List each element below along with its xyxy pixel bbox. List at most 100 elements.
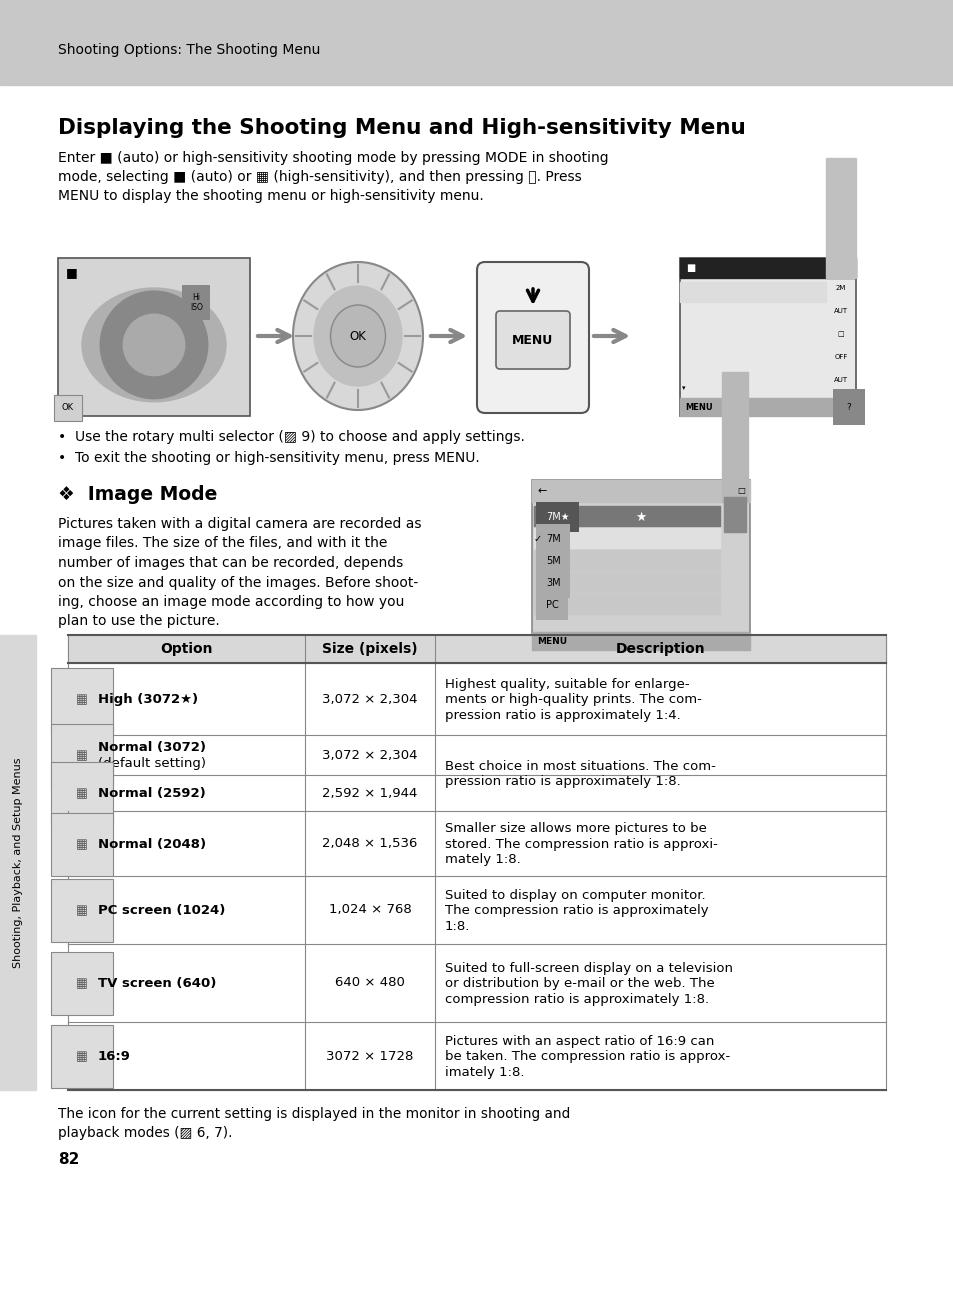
Bar [532, 632, 749, 650]
Text: 1:8.: 1:8. [444, 920, 470, 933]
Bar [534, 506, 720, 526]
Text: playback modes (▨ 6, 7).: playback modes (▨ 6, 7). [58, 1126, 233, 1141]
Text: TV screen (640): TV screen (640) [98, 978, 216, 991]
Bar [679, 283, 825, 302]
Text: ing, choose an image mode according to how you: ing, choose an image mode according to h… [58, 595, 404, 608]
Text: PC screen (1024): PC screen (1024) [98, 904, 225, 917]
Text: 2M: 2M [835, 285, 845, 290]
Text: stored. The compression ratio is approxi-: stored. The compression ratio is approxi… [444, 838, 717, 850]
FancyBboxPatch shape [496, 311, 569, 369]
Text: ?: ? [845, 402, 850, 411]
Text: MENU: MENU [537, 636, 566, 645]
Text: Normal (2592): Normal (2592) [98, 787, 206, 800]
Text: ■: ■ [66, 267, 77, 280]
Text: ❖  Image Mode: ❖ Image Mode [58, 485, 217, 503]
Text: 3M: 3M [545, 578, 560, 587]
Bar [679, 258, 855, 417]
Text: Highest quality, suitable for enlarge-: Highest quality, suitable for enlarge- [444, 678, 689, 691]
Text: PC: PC [545, 600, 558, 610]
Text: Smaller size allows more pictures to be: Smaller size allows more pictures to be [444, 823, 706, 836]
Text: Suited to full-screen display on a television: Suited to full-screen display on a telev… [444, 962, 732, 975]
Text: ▦: ▦ [76, 978, 88, 991]
Text: image files. The size of the files, and with it the: image files. The size of the files, and … [58, 536, 387, 551]
Text: ▦: ▦ [76, 1050, 88, 1063]
Text: Option: Option [160, 643, 213, 656]
Text: Shooting, Playback, and Setup Menus: Shooting, Playback, and Setup Menus [13, 757, 23, 967]
Bar [532, 480, 749, 502]
Bar [68, 811, 885, 876]
Text: mode, selecting ■ (auto) or ▦ (high-sensitivity), and then pressing Ⓢ. Press: mode, selecting ■ (auto) or ▦ (high-sens… [58, 170, 581, 184]
Text: ments or high-quality prints. The com-: ments or high-quality prints. The com- [444, 694, 701, 707]
Bar [721, 372, 747, 502]
Text: Normal (3072): Normal (3072) [98, 741, 206, 754]
Text: The compression ratio is approximately: The compression ratio is approximately [444, 904, 708, 917]
Bar [679, 258, 855, 279]
Text: OK: OK [349, 330, 366, 343]
Text: ▦: ▦ [76, 787, 88, 800]
Text: number of images that can be recorded, depends: number of images that can be recorded, d… [58, 556, 403, 570]
Text: The icon for the current setting is displayed in the monitor in shooting and: The icon for the current setting is disp… [58, 1106, 570, 1121]
Text: imately 1:8.: imately 1:8. [444, 1066, 524, 1079]
Bar [58, 258, 250, 417]
Text: 82: 82 [58, 1152, 79, 1168]
Text: ■: ■ [685, 263, 695, 273]
Bar [68, 1022, 885, 1091]
Text: MENU to display the shooting menu or high-sensitivity menu.: MENU to display the shooting menu or hig… [58, 189, 483, 202]
Circle shape [100, 292, 208, 398]
Text: 1,024 × 768: 1,024 × 768 [328, 904, 411, 916]
Bar [534, 594, 720, 614]
Text: Pictures with an aspect ratio of 16:9 can: Pictures with an aspect ratio of 16:9 ca… [444, 1035, 714, 1047]
Text: Enter ■ (auto) or high-sensitivity shooting mode by pressing MODE in shooting: Enter ■ (auto) or high-sensitivity shoot… [58, 151, 608, 166]
Text: •  To exit the shooting or high-sensitivity menu, press MENU.: • To exit the shooting or high-sensitivi… [58, 451, 479, 465]
Text: OK: OK [62, 403, 74, 413]
Text: 2,592 × 1,944: 2,592 × 1,944 [322, 787, 417, 799]
Text: or distribution by e-mail or the web. The: or distribution by e-mail or the web. Th… [444, 978, 714, 991]
Text: □: □ [737, 486, 744, 495]
Text: be taken. The compression ratio is approx-: be taken. The compression ratio is appro… [444, 1050, 729, 1063]
Bar [534, 572, 720, 593]
Text: AUT: AUT [833, 377, 847, 382]
Text: pression ratio is approximately 1:4.: pression ratio is approximately 1:4. [444, 708, 680, 721]
Text: 2,048 × 1,536: 2,048 × 1,536 [322, 837, 417, 850]
Circle shape [123, 314, 185, 376]
Ellipse shape [82, 288, 226, 402]
Bar [68, 664, 885, 735]
Bar [68, 775, 885, 811]
Text: on the size and quality of the images. Before shoot-: on the size and quality of the images. B… [58, 576, 417, 590]
Text: Shooting Options: The Shooting Menu: Shooting Options: The Shooting Menu [58, 43, 320, 57]
Bar [534, 551, 720, 570]
Text: Displaying the Shooting Menu and High-sensitivity Menu: Displaying the Shooting Menu and High-se… [58, 118, 745, 138]
Text: 16:9: 16:9 [98, 1050, 131, 1063]
Bar [68, 735, 885, 775]
Bar [68, 635, 885, 664]
Text: MENU: MENU [512, 334, 553, 347]
Bar [68, 876, 885, 943]
Text: ▦: ▦ [76, 838, 88, 850]
Text: AUT: AUT [833, 307, 847, 314]
Text: 3,072 × 2,304: 3,072 × 2,304 [322, 692, 417, 706]
Ellipse shape [293, 261, 422, 410]
Text: ★: ★ [635, 511, 646, 523]
Text: 3072 × 1728: 3072 × 1728 [326, 1050, 414, 1063]
Bar [534, 528, 720, 548]
Ellipse shape [314, 286, 401, 386]
Bar [0, 0, 953, 85]
Text: Hi
ISO: Hi ISO [190, 293, 202, 311]
Text: MENU: MENU [684, 402, 712, 411]
Text: Suited to display on computer monitor.: Suited to display on computer monitor. [444, 888, 705, 901]
Bar [723, 497, 745, 532]
Text: compression ratio is approximately 1:8.: compression ratio is approximately 1:8. [444, 993, 708, 1005]
Text: ▦: ▦ [76, 904, 88, 917]
Text: Size (pixels): Size (pixels) [322, 643, 417, 656]
Text: 3,072 × 2,304: 3,072 × 2,304 [322, 749, 417, 762]
Text: ▾: ▾ [681, 385, 685, 392]
Text: □: □ [837, 331, 843, 336]
Text: •  Use the rotary multi selector (▨ 9) to choose and apply settings.: • Use the rotary multi selector (▨ 9) to… [58, 430, 524, 444]
Text: 7M: 7M [545, 533, 560, 544]
Text: (default setting): (default setting) [98, 757, 206, 770]
Bar [68, 943, 885, 1022]
Bar [825, 158, 855, 279]
Text: Description: Description [615, 643, 704, 656]
Bar [679, 398, 855, 417]
Ellipse shape [330, 305, 385, 367]
